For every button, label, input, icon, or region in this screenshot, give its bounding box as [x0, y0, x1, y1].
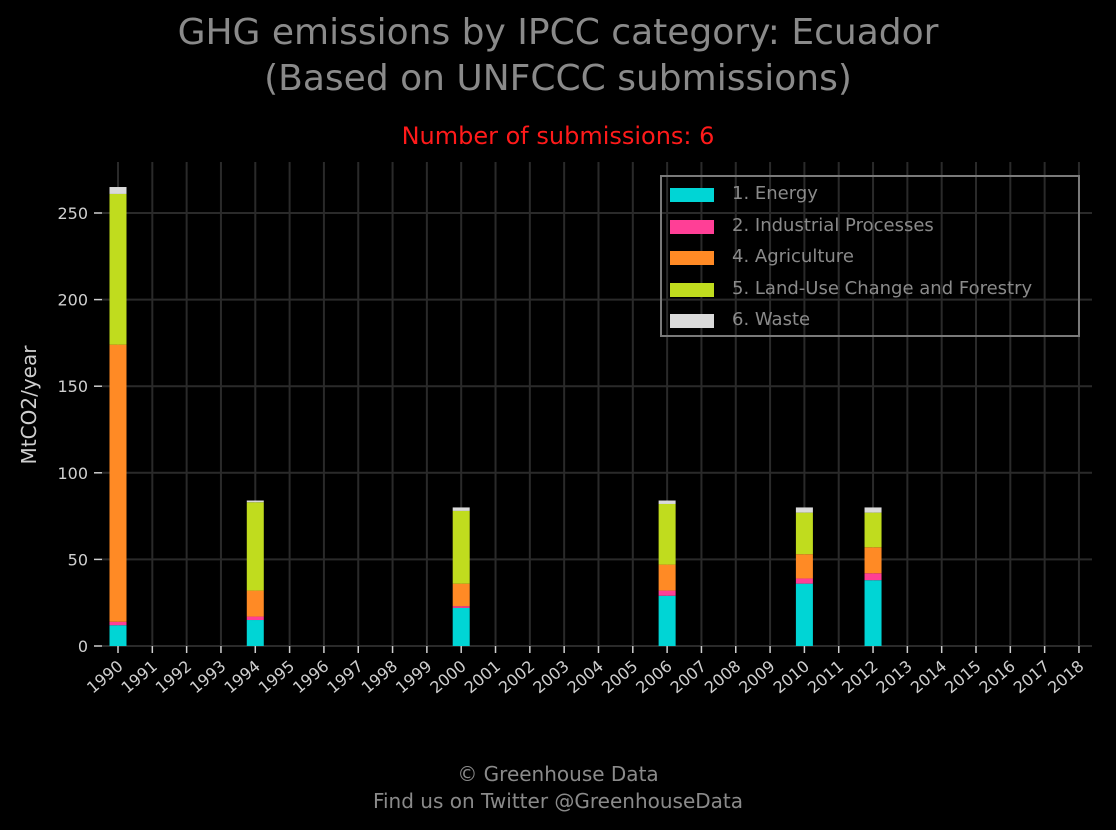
x-tick-label: 2015 [941, 657, 984, 698]
x-tick-label: 2007 [667, 657, 710, 698]
x-tick-label: 2011 [804, 657, 847, 698]
bar-segment [246, 590, 264, 617]
x-tick-label: 1995 [255, 657, 298, 698]
x-tick-label: 2001 [461, 657, 504, 698]
x-tick-label: 2004 [564, 657, 607, 698]
x-tick-label: 1994 [220, 657, 263, 698]
bar-segment [109, 187, 127, 194]
x-tick-label: 2016 [975, 657, 1018, 698]
x-tick-label: 2010 [770, 657, 813, 698]
bar-segment [246, 500, 264, 503]
legend-label: 1. Energy [732, 183, 818, 204]
x-tick-label: 2012 [838, 657, 881, 698]
legend-swatch [670, 219, 714, 234]
legend-label: 6. Waste [732, 309, 811, 330]
bar-segment [246, 502, 264, 591]
bar-segment [109, 625, 127, 646]
x-tick-label: 2008 [701, 657, 744, 698]
x-tick-label: 1999 [392, 657, 435, 698]
y-tick-label: 250 [57, 204, 88, 223]
x-tick-label: 2005 [598, 657, 641, 698]
legend-swatch [670, 314, 714, 328]
chart-title-line2: (Based on UNFCCC submissions) [264, 58, 852, 99]
x-tick-label: 2003 [529, 657, 572, 698]
x-tick-label: 2017 [1010, 657, 1053, 698]
bar-segment [864, 580, 882, 646]
y-axis-label: MtCO2/year [17, 345, 41, 465]
bar-segment [658, 595, 676, 646]
bar-segment [452, 510, 470, 584]
bar-segment [658, 564, 676, 591]
bar-segment [452, 583, 470, 607]
bar-segment [658, 503, 676, 565]
bar-segment [246, 616, 264, 621]
bar-segment [795, 507, 813, 513]
bar-segment [452, 607, 470, 646]
bar-segment [864, 512, 882, 548]
bar-segment [864, 547, 882, 574]
chart-legend: 1. Energy 2. Industrial Processes 4. Agric… [660, 175, 1080, 337]
x-tick-label: 2014 [907, 657, 950, 698]
bar-segment [795, 578, 813, 584]
bar-segment [452, 606, 470, 608]
bar-segment [864, 507, 882, 513]
bar-segment [109, 344, 127, 622]
bar-segment [109, 621, 127, 626]
bar-segment [109, 193, 127, 345]
x-tick-label: 2000 [426, 657, 469, 698]
x-tick-label: 2002 [495, 657, 538, 698]
legend-swatch [670, 251, 714, 265]
legend-label: 5. Land-Use Change and Forestry [732, 277, 1033, 299]
y-tick-label: 50 [68, 550, 88, 569]
chart-subtitle: Number of submissions: 6 [401, 122, 715, 150]
x-tick-label: 1992 [152, 657, 195, 698]
footer-twitter: Find us on Twitter @GreenhouseData [372, 789, 744, 813]
bar-segment [795, 583, 813, 646]
footer-copyright: © Greenhouse Data [457, 762, 659, 786]
bar-segment [658, 590, 676, 596]
bar-segment [795, 554, 813, 579]
x-tick-label: 2013 [873, 657, 916, 698]
bar-segment [246, 620, 264, 646]
legend-label: 4. Agriculture [732, 246, 854, 267]
x-tick-label: 2006 [632, 657, 675, 698]
bar-segment [795, 512, 813, 555]
legend-swatch [670, 188, 714, 202]
y-tick-label: 200 [57, 291, 88, 310]
x-tick-label: 1997 [323, 657, 366, 698]
x-tick-label: 1996 [289, 657, 332, 698]
y-tick-label: 150 [57, 377, 88, 396]
bar-segment [864, 573, 882, 581]
x-tick-label: 2018 [1044, 657, 1087, 698]
x-tick-label: 1998 [358, 657, 401, 698]
bar-segment [452, 507, 470, 511]
legend-label: 2. Industrial Processes [732, 214, 934, 236]
legend-swatch [670, 282, 714, 297]
x-tick-label: 1993 [186, 657, 229, 698]
y-tick-label: 100 [57, 464, 88, 483]
x-tick-label: 2009 [735, 657, 778, 698]
chart-title: GHG emissions by IPCC category: Ecuador [177, 12, 939, 53]
bar-segment [658, 500, 676, 504]
x-tick-label: 1991 [117, 657, 160, 698]
y-tick-label: 0 [78, 637, 88, 656]
x-tick-label: 1990 [83, 657, 126, 698]
